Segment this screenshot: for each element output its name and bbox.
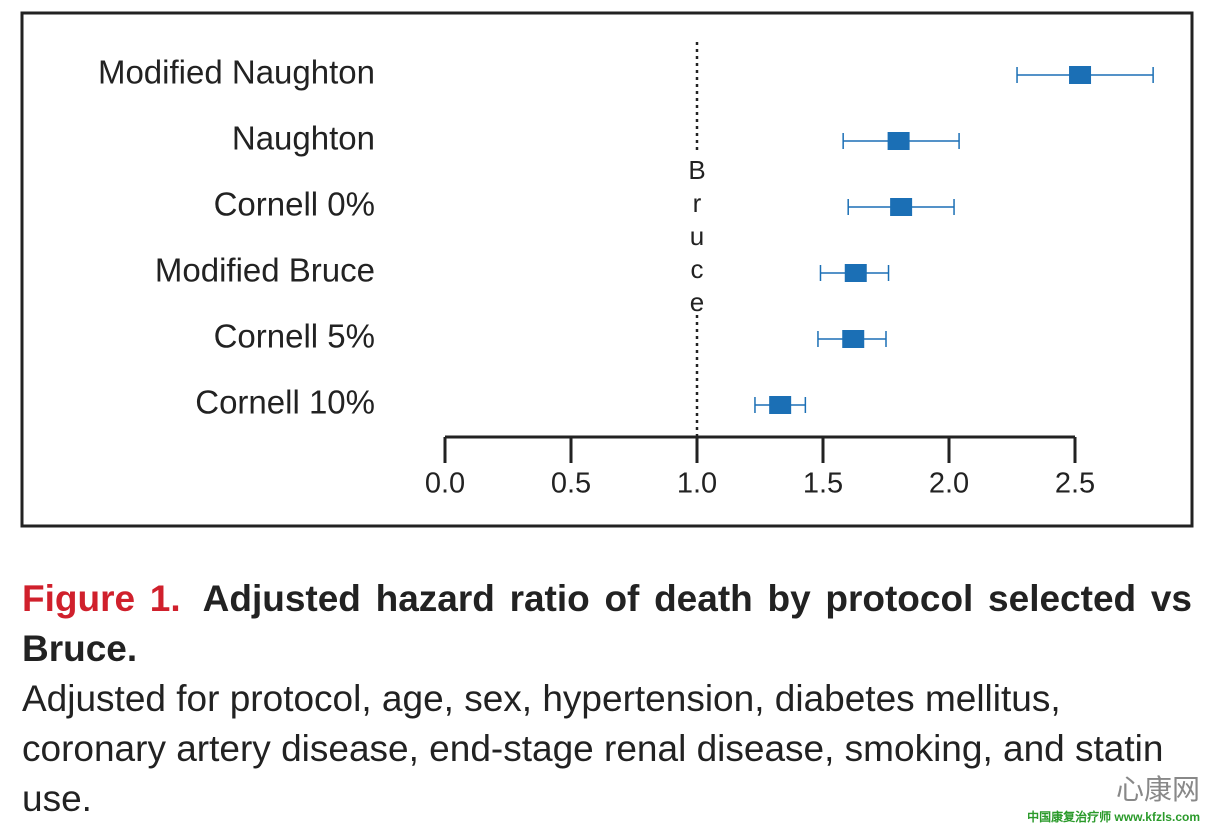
row-label: Modified Bruce xyxy=(155,252,375,289)
x-tick-label: 0.5 xyxy=(551,468,591,500)
caption-heading: Figure 1. Adjusted hazard ratio of death … xyxy=(22,574,1192,674)
watermark: 心康网 中国康复治疗师 www.kfzls.com xyxy=(1027,768,1200,825)
x-tick-label: 2.5 xyxy=(1055,468,1095,500)
frame xyxy=(20,11,1194,528)
x-tick-label: 0.0 xyxy=(425,468,465,500)
point-estimate xyxy=(769,396,792,414)
caption: Figure 1. Adjusted hazard ratio of death … xyxy=(22,574,1192,824)
row-label: Naughton xyxy=(232,120,375,157)
chart: 0.0 0.5 1.0 1.5 2.0 2.5 Bruce Modified Naughton… xyxy=(20,11,1194,528)
reference-label-bg xyxy=(685,152,709,312)
row-label: Cornell 5% xyxy=(214,318,375,355)
point-estimate xyxy=(842,330,865,348)
watermark-site: 中国康复治疗师 www.kfzls.com xyxy=(1027,810,1200,824)
figure-number: Figure 1. xyxy=(22,578,181,619)
x-tick-label: 1.5 xyxy=(803,468,843,500)
caption-body: Adjusted for protocol, age, sex, hyperte… xyxy=(22,678,1164,819)
x-tick-label: 2.0 xyxy=(929,468,969,500)
point-estimate xyxy=(844,264,867,282)
row-label: Cornell 0% xyxy=(214,186,375,223)
row-label: Cornell 10% xyxy=(195,384,375,421)
watermark-name: 心康网 xyxy=(1115,774,1200,805)
reference-label: Bruce xyxy=(682,155,712,320)
point-estimate xyxy=(890,198,913,216)
row-label: Modified Naughton xyxy=(98,54,375,91)
caption-title: Adjusted hazard ratio of death by protoc… xyxy=(22,578,1192,669)
x-tick-label: 1.0 xyxy=(677,468,717,500)
point-estimate xyxy=(887,132,910,150)
point-estimate xyxy=(1069,66,1092,84)
